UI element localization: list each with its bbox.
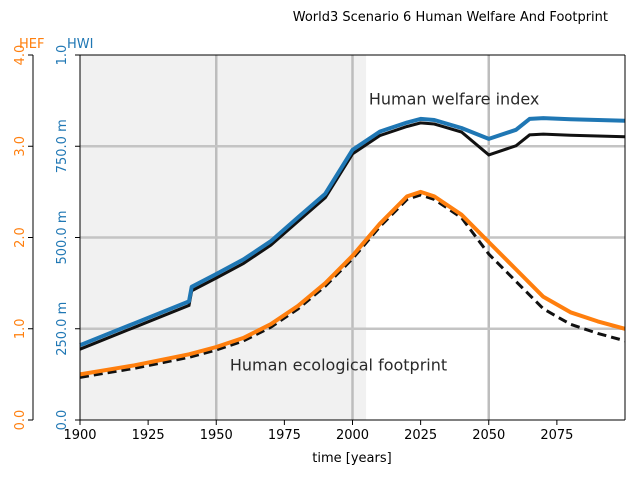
hwi-tick-label: 1.0 — [55, 45, 70, 66]
x-tick-label: 1900 — [63, 428, 96, 443]
x-tick-label: 1975 — [268, 428, 301, 443]
hef-tick-label: 4.0 — [13, 45, 28, 66]
hef-axis-label: HEF — [19, 37, 44, 52]
series-hwi-line — [79, 116, 626, 348]
chart-title: World3 Scenario 6 Human Welfare And Foot… — [293, 10, 608, 25]
x-tick-label: 2075 — [540, 428, 573, 443]
hwi-axis-label: HWI — [67, 37, 93, 52]
x-tick-label: 1925 — [132, 428, 165, 443]
hef-tick-label: 2.0 — [13, 227, 28, 248]
hwi-tick-label: 0.0 — [55, 410, 70, 431]
x-axis-label: time [years] — [312, 451, 391, 466]
x-tick-label: 1950 — [200, 428, 233, 443]
grid — [80, 55, 625, 420]
hwi-tick-label: 750.0 m — [55, 119, 70, 173]
hwi-tick-label: 500.0 m — [55, 210, 70, 264]
hef-tick-label: 1.0 — [13, 318, 28, 339]
axes: 1900 1925 1950 1975 2000 2025 2050 2075 0.0 1.0 2.… — [13, 37, 626, 443]
annotation-1: Human ecological footprint — [230, 356, 447, 375]
x-tick-label: 2000 — [336, 428, 369, 443]
hef-tick-label: 0.0 — [13, 410, 28, 431]
series-hef-line — [79, 189, 626, 377]
annotations: Human welfare index Human ecological foot… — [230, 89, 540, 374]
hef-tick-label: 3.0 — [13, 136, 28, 157]
x-tick-label: 2025 — [404, 428, 437, 443]
series-hwi-reference-line — [79, 121, 626, 351]
annotation-0: Human welfare index — [369, 89, 540, 108]
series-layer — [79, 116, 626, 379]
x-tick-label: 2050 — [472, 428, 505, 443]
hwi-tick-label: 250.0 m — [55, 302, 70, 356]
